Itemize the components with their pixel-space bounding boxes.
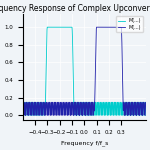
M(...): [22, 115, 24, 116]
M(...): [145, 115, 147, 116]
M(...): [102, 113, 104, 115]
M(...): [145, 115, 147, 116]
M(...): [22, 115, 24, 116]
M(...): [96, 26, 97, 28]
Line: M(...): M(...): [23, 27, 146, 116]
M(...): [96, 26, 98, 28]
X-axis label: Frequency f/f_s: Frequency f/f_s: [61, 140, 108, 146]
M(...): [114, 104, 116, 106]
M(...): [46, 26, 48, 28]
M(...): [96, 114, 98, 116]
Title: Frequency Response of Complex Upconverted LPFs: Frequency Response of Complex Upconverte…: [0, 4, 150, 13]
M(...): [44, 101, 46, 103]
M(...): [123, 106, 125, 108]
M(...): [44, 101, 46, 103]
Legend: M(...), M(...): M(...), M(...): [116, 16, 143, 32]
Line: M(...): M(...): [23, 27, 146, 116]
M(...): [123, 106, 125, 108]
M(...): [114, 26, 116, 28]
M(...): [102, 26, 104, 28]
M(...): [69, 26, 71, 28]
M(...): [69, 102, 71, 103]
